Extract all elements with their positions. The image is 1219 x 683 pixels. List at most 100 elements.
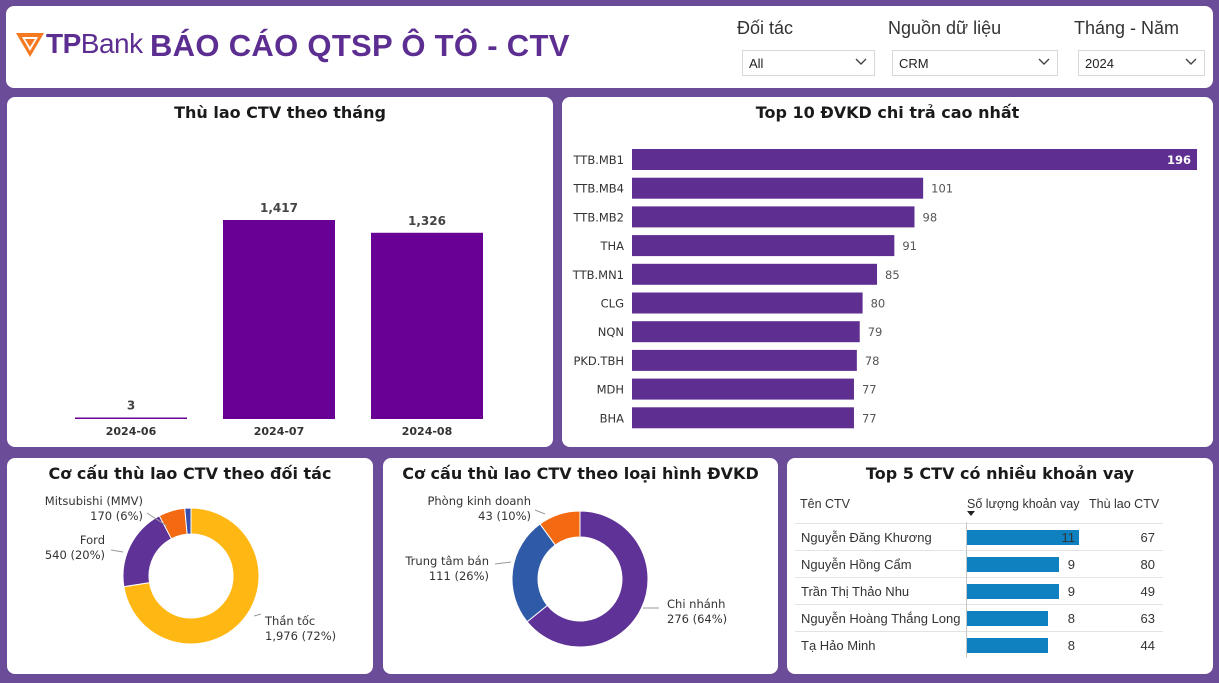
donut-slice (526, 510, 649, 648)
loans-data-bar (967, 557, 1059, 572)
top10-bar (632, 206, 915, 228)
donut-data-label: 111 (26%) (429, 569, 489, 583)
leader-line (146, 512, 168, 527)
top10-y-tick-label: TTB.MB4 (572, 182, 624, 196)
top10-bar (632, 378, 854, 400)
tpbank-logo-icon (16, 33, 44, 57)
donut-partner-title: Cơ cấu thù lao CTV theo đối tác (48, 464, 332, 483)
donut-data-label: 170 (6%) (90, 509, 143, 523)
donut-data-label: 43 (10%) (478, 509, 531, 523)
loans-count-cell: 9 (1067, 584, 1075, 599)
column-header-loans[interactable]: Số lượng khoản vay (967, 497, 1080, 511)
top10-y-tick-label: PKD.TBH (573, 354, 624, 368)
donut-partner-panel: Cơ cấu thù lao CTV theo đối tác Thần tốc… (7, 458, 373, 674)
top10-bar-value-label: 196 (1167, 153, 1191, 167)
donut-slice (539, 510, 581, 546)
leader-line (110, 549, 124, 553)
donut-data-label: Trung tâm bán (404, 554, 489, 568)
donut-type-panel: Cơ cấu thù lao CTV theo loại hình ĐVKD C… (383, 458, 778, 674)
top10-bar (632, 177, 924, 199)
top10-y-tick-label: THA (599, 239, 624, 253)
filter-source-select[interactable]: CRM (892, 50, 1058, 76)
filter-partner-label: Đối tác (737, 18, 794, 38)
ctv-name-cell: Nguyễn Đăng Khương (801, 530, 932, 545)
table-row[interactable]: Tạ Hảo Minh 8 44 (795, 631, 1163, 658)
donut-data-label: 540 (20%) (45, 548, 105, 562)
filter-month-label: Tháng - Năm (1074, 18, 1180, 38)
donut-data-label: 276 (64%) (667, 612, 727, 626)
filter-source-label: Nguồn dữ liệu (888, 18, 1002, 38)
table-row[interactable]: Nguyễn Đăng Khương 11 67 (795, 523, 1163, 550)
top10-bar-value-label: 78 (865, 354, 880, 368)
monthly-bar (371, 232, 483, 419)
column-header-name[interactable]: Tên CTV (800, 497, 851, 511)
filter-partner: Đối tác (737, 18, 793, 39)
filter-partner-value: All (749, 56, 764, 71)
donut-slice (184, 507, 192, 535)
donut-type-title: Cơ cấu thù lao CTV theo loại hình ĐVKD (402, 464, 759, 483)
fee-cell: 49 (1140, 584, 1155, 599)
top10-bar-value-label: 77 (862, 383, 877, 397)
sort-desc-icon[interactable] (967, 511, 975, 517)
ctv-name-cell: Tạ Hảo Minh (801, 638, 876, 653)
top10-y-tick-label: CLG (601, 297, 624, 311)
donut-data-label: Mitsubishi (MMV) (45, 494, 143, 508)
fee-cell: 44 (1140, 638, 1155, 653)
ctv-name-cell: Trần Thị Thảo Nhu (801, 584, 910, 599)
logo-text: TPBank (46, 28, 143, 59)
top10-chart-title: Top 10 ĐVKD chi trả cao nhất (755, 103, 1020, 122)
donut-data-label: Phòng kinh doanh (427, 494, 531, 508)
top10-bar (632, 407, 854, 429)
top10-bar-value-label: 85 (885, 268, 900, 282)
chevron-down-icon (1038, 58, 1050, 65)
ctv-name-cell: Nguyễn Hoàng Thắng Long (801, 611, 961, 626)
table-row[interactable]: Trần Thị Thảo Nhu 9 49 (795, 577, 1163, 604)
monthly-chart-panel: Thù lao CTV theo tháng 3 2024-06 1,417 2024… (7, 97, 553, 447)
top10-bar (632, 321, 860, 343)
top10-bar-value-label: 101 (931, 182, 953, 196)
column-header-fee[interactable]: Thù lao CTV (1089, 497, 1160, 511)
monthly-bar (223, 220, 335, 419)
fee-cell: 67 (1140, 530, 1155, 545)
donut-data-label: Thần tốc (264, 614, 315, 628)
top10-y-tick-label: TTB.MB1 (572, 153, 624, 167)
monthly-x-tick-label: 2024-07 (254, 425, 305, 438)
top10-bar-value-label: 77 (862, 411, 877, 425)
table-axis-line (966, 522, 967, 658)
top10-bar-value-label: 79 (868, 325, 883, 339)
donut-slice (123, 507, 260, 645)
monthly-chart: 3 2024-06 1,417 2024-07 1,326 2024-08 (75, 201, 483, 438)
monthly-chart-title: Thù lao CTV theo tháng (174, 103, 386, 122)
monthly-bar-value-label: 1,417 (260, 201, 298, 215)
fee-cell: 80 (1140, 557, 1155, 572)
table-row[interactable]: Nguyễn Hoàng Thắng Long 8 63 (795, 604, 1163, 631)
loans-count-cell: 8 (1067, 638, 1075, 653)
chevron-down-icon (1185, 58, 1197, 65)
donut-data-label: Ford (80, 533, 105, 547)
donut-slice (122, 515, 173, 588)
top10-bar (632, 149, 1197, 170)
donut-data-label: 1,976 (72%) (265, 629, 336, 643)
filter-partner-select[interactable]: All (742, 50, 875, 76)
top10-bar (632, 263, 878, 285)
monthly-x-tick-label: 2024-08 (402, 425, 453, 438)
top5-table-title: Top 5 CTV có nhiều khoản vay (865, 464, 1135, 483)
loans-count-cell: 9 (1067, 557, 1075, 572)
monthly-bar-value-label: 3 (127, 399, 135, 413)
monthly-bar-value-label: 1,326 (408, 214, 446, 228)
loans-count-cell: 8 (1067, 611, 1075, 626)
top10-bar-value-label: 80 (871, 297, 886, 311)
header-bar: TPBank BÁO CÁO QTSP Ô TÔ - CTV Đối tác A… (6, 6, 1213, 88)
monthly-x-tick-label: 2024-06 (106, 425, 157, 438)
leader-line (534, 509, 546, 515)
table-row[interactable]: Nguyễn Hồng Cẩm 9 80 (795, 550, 1163, 577)
monthly-bar (75, 417, 187, 419)
leader-line (253, 613, 262, 617)
top10-bar-value-label: 91 (902, 239, 917, 253)
donut-data-label: Chi nhánh (667, 597, 725, 611)
filter-month-select[interactable]: 2024 (1078, 50, 1205, 76)
loans-data-bar (967, 638, 1049, 653)
filter-source: Nguồn dữ liệu (888, 18, 1001, 39)
